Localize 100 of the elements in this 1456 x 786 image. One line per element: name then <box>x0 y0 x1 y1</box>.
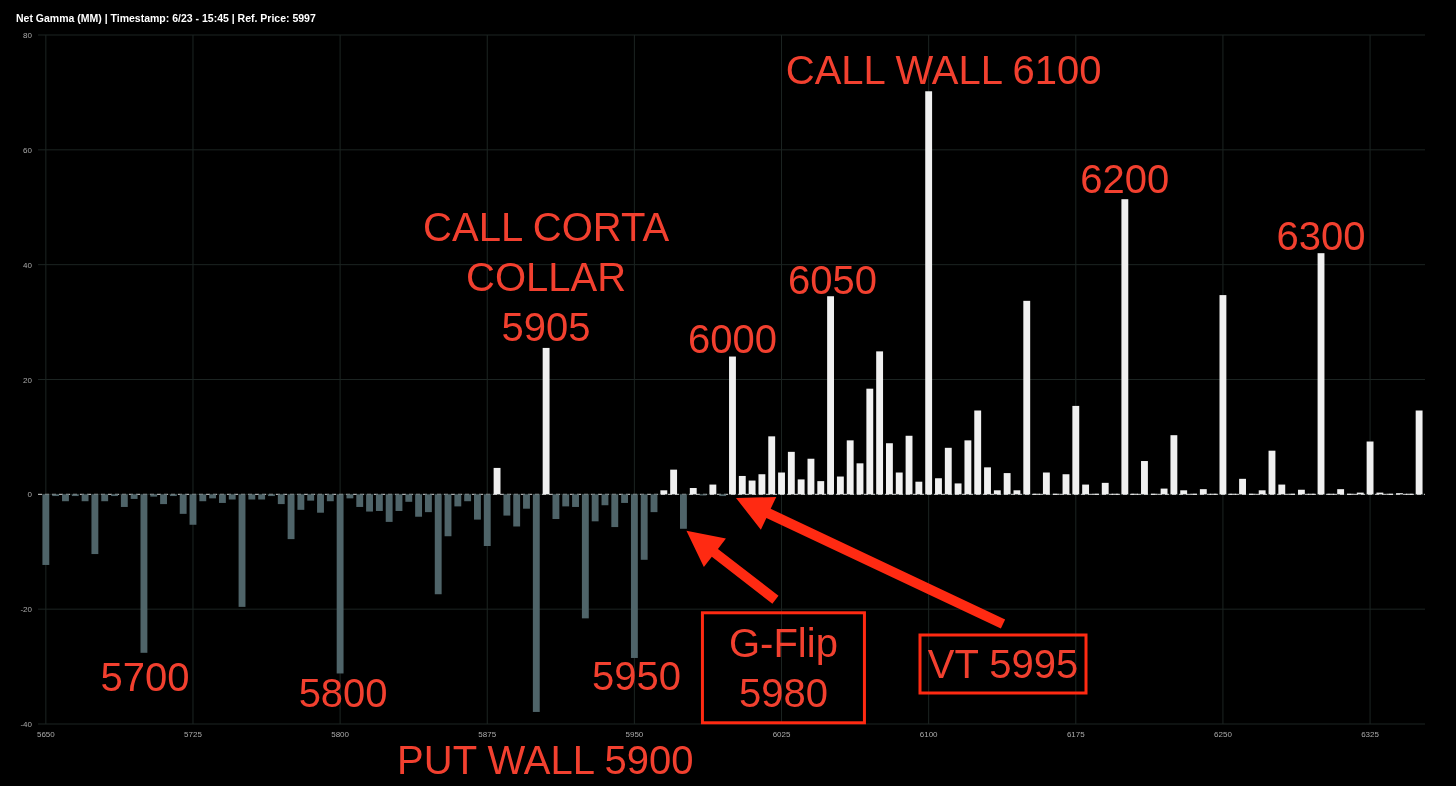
bar <box>630 494 638 658</box>
bar <box>552 494 560 520</box>
x-tick-label: 6250 <box>1214 730 1233 739</box>
bar <box>542 347 550 495</box>
bar <box>1003 473 1011 495</box>
bar <box>1101 482 1109 495</box>
annotation: G-Flip 5980 <box>728 621 838 716</box>
bar <box>944 447 952 495</box>
bar <box>248 494 256 500</box>
bar <box>1170 435 1178 495</box>
bar <box>120 494 128 507</box>
bar <box>336 494 344 674</box>
bar <box>101 494 109 502</box>
y-tick-label: 20 <box>23 375 33 385</box>
bar <box>964 440 972 495</box>
bar <box>277 494 285 505</box>
bar <box>179 494 187 514</box>
bar <box>572 494 579 507</box>
bar <box>307 494 315 501</box>
bar <box>670 469 678 495</box>
bar <box>346 494 354 499</box>
bar <box>1199 489 1207 495</box>
bar <box>209 494 217 499</box>
bar <box>1042 472 1050 495</box>
bar <box>405 494 413 502</box>
bar <box>768 436 776 495</box>
bar <box>218 494 226 503</box>
annotation: CALL WALL 6100 <box>785 47 1102 92</box>
annotation: 6200 <box>1080 156 1170 201</box>
x-tick-label: 6100 <box>919 730 939 739</box>
bar <box>1278 484 1286 495</box>
bar <box>709 484 717 495</box>
annotation: VT 5995 <box>927 642 1079 687</box>
bar <box>513 494 521 527</box>
bar <box>1082 484 1090 495</box>
bar <box>660 490 668 495</box>
bar <box>375 494 383 511</box>
bar <box>611 494 619 528</box>
bar <box>974 410 982 495</box>
y-tick-label: 60 <box>23 145 33 155</box>
y-tick-label: 0 <box>27 490 33 500</box>
bar <box>326 494 334 502</box>
bar <box>748 480 756 495</box>
bar <box>385 494 393 522</box>
bar <box>591 494 599 522</box>
bar <box>91 494 99 555</box>
bar <box>925 91 933 495</box>
bar <box>984 467 991 495</box>
bar <box>317 494 324 513</box>
chart-title: Net Gamma (MM) | Timestamp: 6/23 - 15:45 | Ref. Price: 5997 <box>16 12 316 24</box>
bar <box>424 494 432 513</box>
bar <box>464 494 472 502</box>
x-tick-label: 6325 <box>1361 730 1380 739</box>
annotation: CALL CORTA COLLAR 5905 <box>423 205 670 350</box>
y-tick-label: -40 <box>20 720 33 729</box>
bar <box>483 494 491 547</box>
bar <box>1337 489 1345 495</box>
bar <box>562 494 570 507</box>
annotation: 6000 <box>687 316 777 361</box>
bar <box>454 494 462 507</box>
bar <box>1180 490 1188 495</box>
bar <box>62 494 69 502</box>
bar <box>895 472 903 495</box>
bar <box>532 494 540 712</box>
bar <box>836 476 844 495</box>
y-tick-label: 40 <box>23 260 33 270</box>
bar <box>366 494 373 512</box>
bar <box>817 481 825 495</box>
bar <box>258 494 266 500</box>
x-tick-label: 5950 <box>625 730 644 739</box>
bar <box>797 479 805 495</box>
bar <box>866 388 874 495</box>
bar <box>876 351 884 495</box>
bar <box>778 472 785 495</box>
bar <box>199 494 207 502</box>
bar <box>787 451 795 495</box>
bar <box>160 494 167 505</box>
bar <box>130 494 138 499</box>
bar <box>1415 410 1423 495</box>
bar <box>1258 490 1266 495</box>
bar <box>954 483 962 495</box>
bar <box>503 494 511 516</box>
bar <box>1366 441 1374 495</box>
bar <box>1072 405 1080 495</box>
annotation: 6300 <box>1276 213 1366 258</box>
bar <box>150 494 158 497</box>
annotation: 5700 <box>100 655 190 700</box>
bar <box>287 494 295 540</box>
bar <box>738 475 746 495</box>
y-tick-label: -20 <box>20 605 33 615</box>
bar <box>885 443 893 495</box>
annotation: 6050 <box>788 257 878 302</box>
x-tick-label: 5800 <box>331 730 350 739</box>
bar <box>228 494 236 500</box>
bar <box>680 494 687 529</box>
x-tick-label: 6025 <box>772 730 791 739</box>
bar <box>415 494 423 517</box>
bar <box>689 488 697 495</box>
x-tick-label: 6175 <box>1066 730 1086 739</box>
y-tick-label: 80 <box>23 31 33 40</box>
